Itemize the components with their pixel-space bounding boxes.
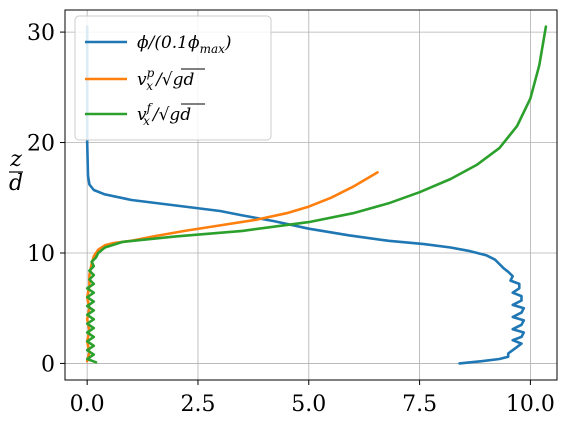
- x-tick-label: 7.5: [402, 392, 437, 417]
- legend-label-2: vp x/√gd: [137, 66, 205, 93]
- y-axis-label-numerator: z: [9, 147, 22, 172]
- series-line-1: [85, 25, 526, 365]
- x-tick-label: 5.0: [291, 392, 326, 417]
- series-line-2: [85, 171, 379, 363]
- ticks: 0.0 2.5 5.0 7.5 10.0 0 10 20 30: [27, 21, 555, 417]
- x-tick-label: 0.0: [70, 392, 105, 417]
- legend-label-3: vf x/√gd: [137, 101, 205, 128]
- series-line-3: [85, 25, 548, 364]
- legend-box: [74, 15, 272, 141]
- y-tick-label: 20: [27, 132, 55, 157]
- svg-text:vfx/√gd: vf x/√gd: [137, 101, 191, 128]
- series-group: [85, 25, 548, 365]
- y-tick-label: 30: [27, 21, 55, 46]
- x-tick-label: 10.0: [506, 392, 555, 417]
- y-tick-label: 0: [41, 352, 55, 377]
- y-axis-label-denominator: d: [9, 171, 23, 196]
- y-tick-label: 10: [27, 242, 55, 267]
- plot-frame: [64, 9, 558, 381]
- svg-text:vpx/√gd: vp x/√gd: [137, 66, 195, 93]
- x-tick-label: 2.5: [180, 392, 215, 417]
- y-axis-label: z d: [9, 147, 23, 196]
